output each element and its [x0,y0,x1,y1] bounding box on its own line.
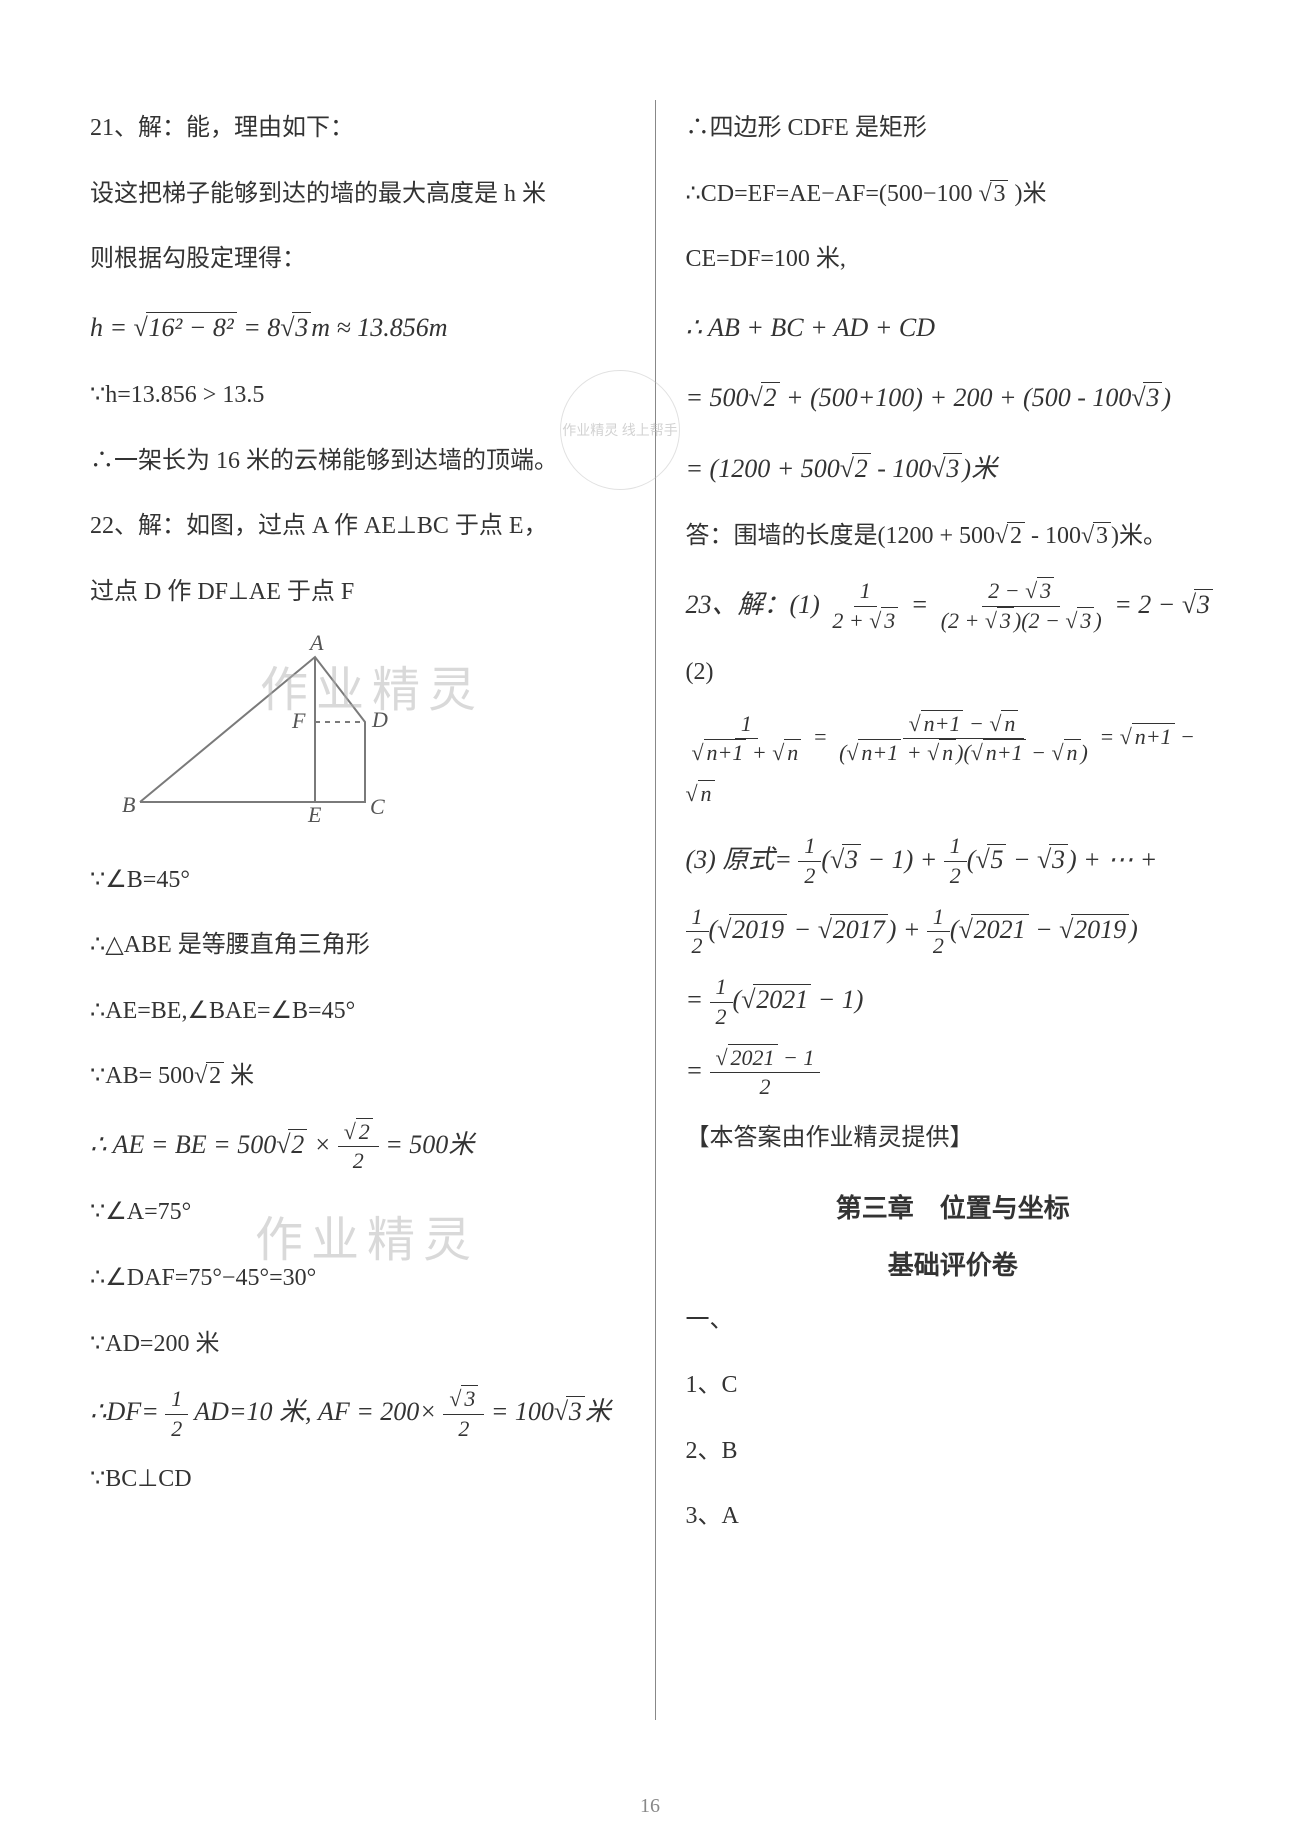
q23-2: 1n+1 + n = n+1 − n(n+1 + n)(n+1 − n) = n… [686,710,1221,821]
left-column: 21、解：能，理由如下： 设这把梯子能够到达的墙的最大高度是 h 米 则根据勾股… [70,100,656,1720]
sub-heading: 基础评价卷 [686,1245,1221,1282]
q22-bc-cd: ∵BC⊥CD [90,1451,625,1509]
q21-line3: 则根据勾股定理得： [90,231,625,289]
q22-line1: 22、解：如图，过点 A 作 AE⊥BC 于点 E， [90,498,625,556]
answer-1: 1、C [686,1357,1221,1415]
q21-line5: ∵h=13.856 > 13.5 [90,367,625,425]
page-number: 16 [0,1795,1300,1818]
r-rect: ∴四边形 CDFE 是矩形 [686,100,1221,158]
label-d: D [371,707,388,732]
r-sum-result: = (1200 + 5002 - 1003)米 [686,438,1221,500]
r-sum-expand: = 5002 + (500+100) + 200 + (500 - 1003) [686,367,1221,429]
q23-3-line1: (3) 原式= 12(3 − 1) + 12(5 − 3) + ⋯ + [686,829,1221,891]
triangle-diagram: A B C D E F [110,632,430,832]
label-a: A [308,632,324,655]
q22-line2: 过点 D 作 DF⊥AE 于点 F [90,564,625,622]
answer-3: 3、A [686,1488,1221,1546]
r-ce: CE=DF=100 米, [686,231,1221,289]
q22-ab: ∵AB= 5002 米 [90,1048,625,1106]
section-label: 一、 [686,1292,1221,1350]
q22-ae-be: ∴AE=BE,∠BAE=∠B=45° [90,983,625,1041]
q23-2-label: (2) [686,644,1221,702]
q22-isoceles: ∴△ABE 是等腰直角三角形 [90,917,625,975]
q22-angle-b: ∵∠B=45° [90,852,625,910]
label-c: C [370,794,385,819]
credit: 【本答案由作业精灵提供】 [686,1110,1221,1168]
q21-formula-h: h = 16² − 8² = 83m ≈ 13.856m [90,297,625,359]
q21-line2: 设这把梯子能够到达的墙的最大高度是 h 米 [90,166,625,224]
q22-angle-a: ∵∠A=75° [90,1184,625,1242]
q21-line1: 21、解：能，理由如下： [90,100,625,158]
q23-1: 23、解：(1) 12 + 3 = 2 − 3(2 + 3)(2 − 3) = … [686,574,1221,636]
label-b: B [122,792,135,817]
q22-ad: ∵AD=200 米 [90,1316,625,1374]
label-e: E [307,802,322,827]
r-cd: ∴CD=EF=AE−AF=(500−100 3 )米 [686,166,1221,224]
q23-3-line4: = 2021 − 12 [686,1040,1221,1102]
answer-2: 2、B [686,1423,1221,1481]
q23-3-line3: = 12(2021 − 1) [686,969,1221,1031]
q22-angle-daf: ∴∠DAF=75°−45°=30° [90,1250,625,1308]
label-f: F [291,708,306,733]
page: 21、解：能，理由如下： 设这把梯子能够到达的墙的最大高度是 h 米 则根据勾股… [0,0,1300,1760]
q21-line6: ∴一架长为 16 米的云梯能够到达墙的顶端。 [90,433,625,491]
r-answer: 答：围墙的长度是(1200 + 5002 - 1003)米。 [686,508,1221,566]
right-column: ∴四边形 CDFE 是矩形 ∴CD=EF=AE−AF=(500−100 3 )米… [656,100,1241,1720]
r-sum: ∴ AB + BC + AD + CD [686,297,1221,359]
q23-3-line2: 12(2019 − 2017) + 12(2021 − 2019) [686,899,1221,961]
q22-ae-calc: ∴ AE = BE = 5002 × 22 = 500米 [90,1114,625,1176]
chapter-heading: 第三章 位置与坐标 [686,1188,1221,1225]
q22-df-af: ∴DF= 12 AD=10 米, AF = 200× 32 = 1003米 [90,1381,625,1443]
